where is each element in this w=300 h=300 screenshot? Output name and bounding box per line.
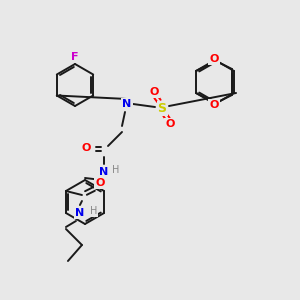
Text: O: O — [81, 143, 91, 153]
Text: H: H — [112, 165, 120, 175]
Text: F: F — [71, 52, 79, 62]
Text: O: O — [165, 119, 175, 129]
Text: O: O — [209, 54, 219, 64]
Text: N: N — [75, 208, 85, 218]
Text: S: S — [158, 101, 166, 115]
Text: N: N — [99, 167, 109, 177]
Text: N: N — [122, 99, 132, 109]
Text: O: O — [149, 87, 159, 97]
Text: H: H — [90, 206, 98, 216]
Text: O: O — [95, 178, 105, 188]
Text: O: O — [209, 100, 219, 110]
